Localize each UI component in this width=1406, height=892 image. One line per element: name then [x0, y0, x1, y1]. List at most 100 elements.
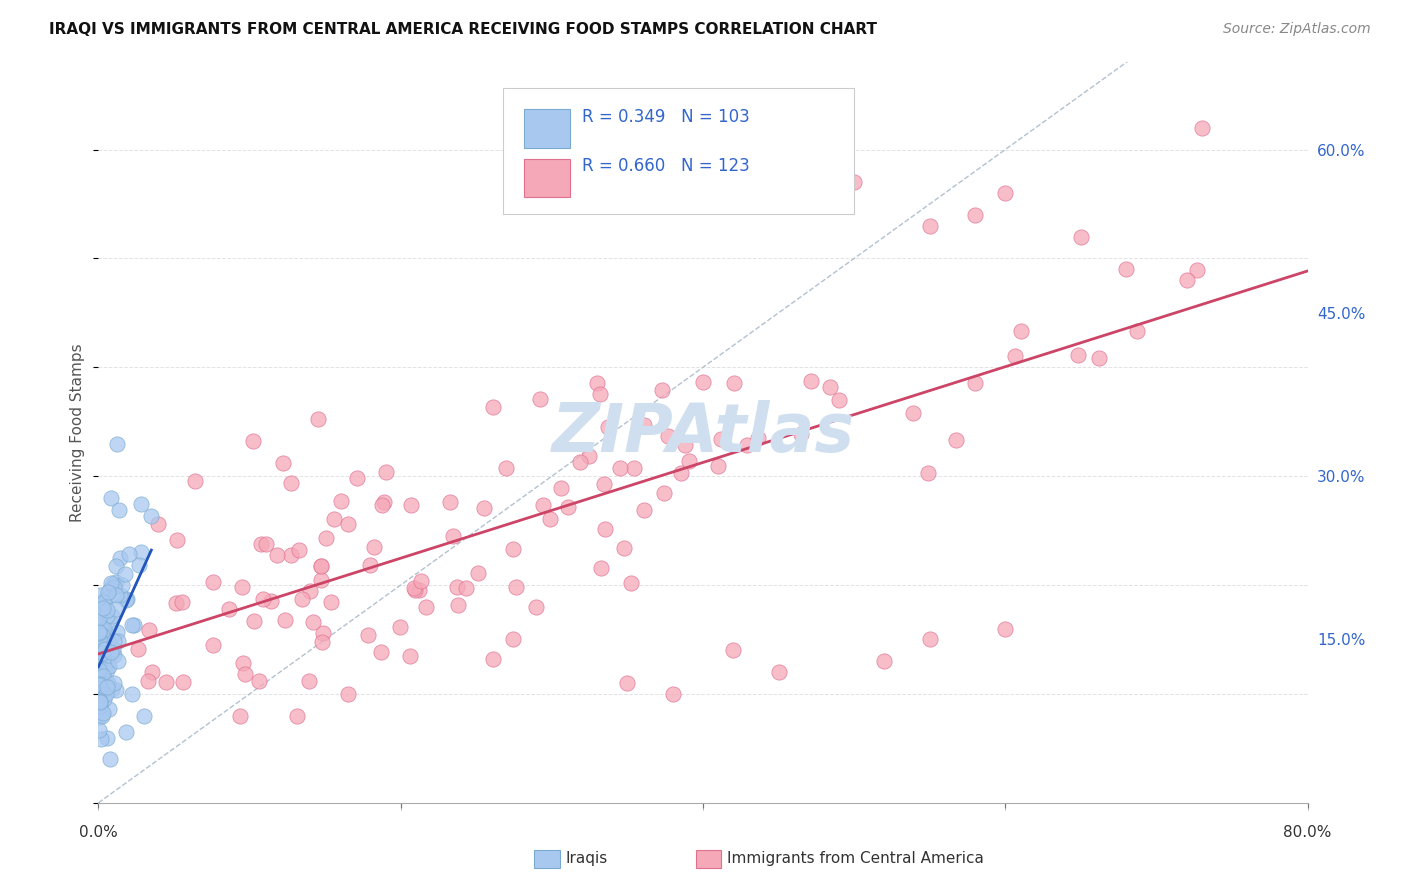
- Point: [96, 609, 118, 624]
- Point: [104, 588, 127, 602]
- Point: [98, 752, 121, 766]
- Point: [994, 186, 1017, 200]
- Point: [557, 500, 579, 515]
- Point: [620, 576, 643, 591]
- Point: [103, 577, 125, 591]
- Point: [315, 531, 337, 545]
- Point: [128, 558, 150, 572]
- Point: [121, 687, 143, 701]
- Point: [90, 650, 112, 665]
- Point: [94, 627, 117, 641]
- Point: [399, 648, 422, 663]
- Point: [165, 596, 187, 610]
- Point: [550, 482, 572, 496]
- Point: [623, 461, 645, 475]
- Point: [613, 541, 636, 555]
- Point: [502, 632, 524, 646]
- Point: [586, 376, 609, 390]
- Point: [91, 706, 114, 720]
- Point: [98, 658, 121, 673]
- Point: [121, 618, 143, 632]
- Point: [89, 646, 111, 660]
- Point: [285, 708, 308, 723]
- Point: [309, 559, 332, 574]
- Point: [678, 453, 700, 467]
- Point: [250, 536, 273, 550]
- Point: [1115, 262, 1137, 277]
- Text: Immigrants from Central America: Immigrants from Central America: [727, 852, 984, 866]
- Point: [114, 566, 136, 581]
- Point: [91, 646, 114, 660]
- Point: [901, 406, 924, 420]
- Point: [242, 434, 264, 448]
- Text: IRAQI VS IMMIGRANTS FROM CENTRAL AMERICA RECEIVING FOOD STAMPS CORRELATION CHART: IRAQI VS IMMIGRANTS FROM CENTRAL AMERICA…: [49, 22, 877, 37]
- Point: [89, 626, 111, 640]
- Point: [91, 665, 114, 680]
- Point: [90, 635, 112, 649]
- Point: [105, 625, 128, 640]
- Point: [844, 175, 866, 189]
- Point: [94, 592, 117, 607]
- Point: [136, 673, 159, 688]
- Point: [184, 474, 207, 488]
- Point: [103, 641, 125, 656]
- Point: [202, 574, 225, 589]
- Point: [89, 677, 111, 691]
- Point: [298, 673, 321, 688]
- Point: [170, 595, 193, 609]
- Point: [96, 731, 118, 746]
- Point: [323, 512, 346, 526]
- Point: [101, 609, 124, 624]
- Point: [917, 466, 939, 480]
- Point: [129, 498, 152, 512]
- Point: [100, 682, 122, 697]
- Point: [336, 687, 359, 701]
- Point: [373, 495, 395, 509]
- Point: [100, 645, 122, 659]
- Point: [252, 592, 274, 607]
- Point: [633, 502, 655, 516]
- Point: [441, 529, 464, 543]
- Point: [91, 688, 114, 702]
- Point: [827, 393, 849, 408]
- Point: [89, 686, 111, 700]
- Text: R = 0.660   N = 123: R = 0.660 N = 123: [582, 157, 749, 175]
- Point: [1067, 348, 1090, 362]
- Point: [91, 682, 114, 697]
- Point: [408, 583, 430, 598]
- Point: [707, 458, 730, 473]
- Point: [89, 652, 111, 666]
- Point: [363, 540, 385, 554]
- Point: [1070, 229, 1092, 244]
- Point: [446, 580, 468, 594]
- Point: [692, 375, 714, 389]
- Point: [472, 500, 495, 515]
- Point: [94, 641, 117, 656]
- Point: [89, 588, 111, 602]
- Point: [114, 593, 136, 607]
- Y-axis label: Receiving Food Stamps: Receiving Food Stamps: [70, 343, 86, 522]
- Point: [439, 495, 461, 509]
- Point: [249, 673, 271, 688]
- Point: [89, 694, 111, 708]
- Point: [98, 637, 121, 651]
- Point: [107, 654, 129, 668]
- Point: [963, 376, 986, 391]
- Point: [291, 592, 314, 607]
- Point: [299, 583, 322, 598]
- Point: [1126, 324, 1149, 338]
- Point: [105, 559, 128, 574]
- Point: [370, 644, 392, 658]
- Point: [96, 658, 118, 673]
- Point: [91, 601, 114, 615]
- Point: [790, 426, 813, 441]
- Point: [91, 643, 114, 657]
- Point: [98, 615, 121, 630]
- Point: [873, 654, 896, 668]
- Point: [89, 602, 111, 616]
- Point: [108, 550, 131, 565]
- Point: [616, 676, 638, 690]
- Point: [89, 695, 111, 709]
- Point: [97, 676, 120, 690]
- Point: [89, 624, 111, 639]
